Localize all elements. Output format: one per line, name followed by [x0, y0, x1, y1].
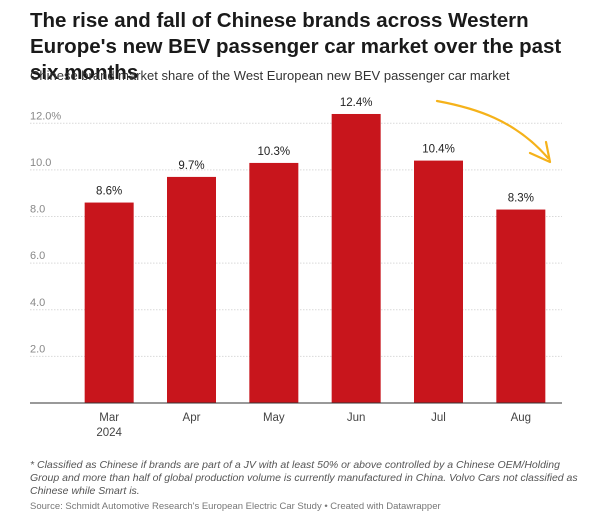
bar — [496, 209, 546, 403]
data-label: 9.7% — [178, 160, 204, 172]
bar — [249, 162, 299, 403]
bar — [331, 113, 381, 403]
y-tick-label: 10.0 — [30, 157, 51, 169]
footnote: * Classified as Chinese if brands are pa… — [30, 459, 578, 497]
x-tick-label: Aug — [511, 412, 531, 424]
x-tick-label: May — [263, 412, 285, 424]
y-tick-label: 6.0 — [30, 250, 45, 262]
bar — [167, 176, 216, 403]
data-label: 8.3% — [508, 193, 534, 205]
x-tick-sublabel: 2024 — [96, 427, 122, 439]
gridlines: 2.0 4.0 6.0 8.0 10.0 12.0% — [30, 110, 562, 357]
annotation-arrow — [435, 99, 552, 164]
bar — [84, 202, 134, 403]
data-label: 8.6% — [96, 186, 122, 198]
y-tick-label: 2.0 — [30, 343, 45, 355]
chart-title: The rise and fall of Chinese brands acro… — [30, 9, 562, 84]
y-tick-label: 4.0 — [30, 297, 45, 309]
x-axis: Mar 2024 Apr May Jun Jul Aug — [30, 402, 562, 439]
y-tick-label: 8.0 — [30, 204, 45, 216]
bar — [414, 160, 463, 403]
data-labels: 8.6% 9.7% 10.3% 12.4% 10.4% 8.3% — [96, 97, 534, 205]
data-label: 10.3% — [258, 146, 291, 158]
source-credit: Source: Schmidt Automotive Research's Eu… — [30, 501, 441, 512]
data-label: 12.4% — [340, 97, 373, 109]
x-tick-label: Mar — [99, 412, 119, 424]
x-tick-label: Apr — [183, 412, 201, 424]
bars — [84, 113, 546, 403]
x-tick-label: Jun — [347, 412, 366, 424]
data-label: 10.4% — [422, 144, 455, 156]
chart-subtitle: Chinese brand market share of the West E… — [30, 68, 510, 83]
x-tick-label: Jul — [431, 412, 446, 424]
y-tick-label: 12.0% — [30, 110, 61, 122]
